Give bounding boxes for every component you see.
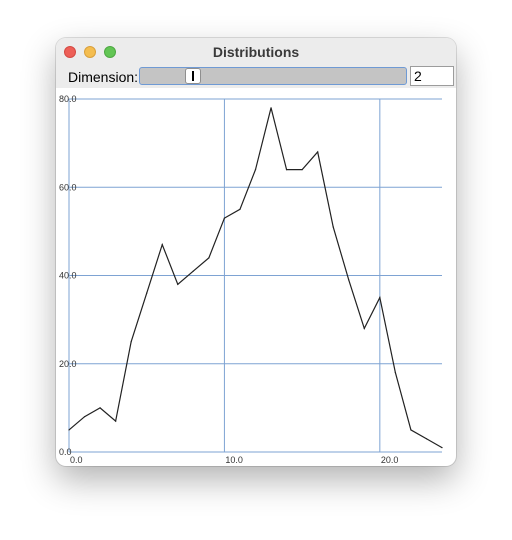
data-point-0-15 [301, 169, 303, 171]
x-tick-label-2: 20.0 [381, 455, 399, 465]
dimension-slider-thumb[interactable] [185, 68, 201, 84]
data-point-0-24 [441, 446, 443, 449]
dimension-label: Dimension: [68, 69, 139, 85]
y-tick-label-4: 80.0 [59, 94, 77, 104]
y-tick-label-2: 40.0 [59, 271, 77, 281]
data-point-0-2 [99, 407, 101, 409]
title-bar[interactable]: Distributions [56, 38, 456, 67]
data-point-0-7 [177, 283, 179, 285]
minimize-window-button[interactable] [84, 46, 96, 58]
zoom-window-button[interactable] [104, 46, 116, 58]
data-point-0-5 [146, 292, 148, 294]
data-point-0-0 [68, 429, 70, 431]
data-point-0-17 [332, 226, 334, 228]
window-title: Distributions [212, 44, 300, 60]
data-point-0-8 [192, 270, 194, 272]
distributions-window: Distributions Dimension: 2 0.0 20.0 40.0 60… [56, 38, 456, 466]
y-tick-label-3: 60.0 [59, 182, 77, 192]
data-point-0-4 [130, 341, 132, 343]
data-point-0-20 [379, 296, 381, 299]
data-point-0-11 [239, 208, 241, 210]
distribution-chart: 0.0 20.0 40.0 60.0 80.0 0.0 10.0 20.0 [59, 94, 443, 465]
dimension-value-field[interactable]: 2 [410, 66, 454, 86]
y-tick-label-1: 20.0 [59, 359, 77, 369]
data-point-0-19 [363, 327, 365, 330]
y-tick-label-0: 0.0 [59, 447, 72, 457]
data-point-0-18 [348, 279, 350, 281]
data-point-0-6 [161, 244, 163, 246]
data-point-0-14 [285, 169, 288, 171]
data-point-0-12 [254, 169, 257, 171]
x-tick-label-0: 0.0 [70, 455, 83, 465]
data-point-0-23 [425, 438, 428, 440]
dimension-slider[interactable] [139, 67, 407, 85]
series-line-0 [68, 107, 443, 449]
close-window-button[interactable] [64, 46, 76, 58]
data-point-0-16 [317, 151, 319, 153]
data-point-0-9 [208, 257, 210, 259]
data-point-0-22 [410, 429, 412, 431]
data-point-0-1 [83, 416, 86, 418]
data-point-0-13 [270, 107, 272, 109]
data-point-0-3 [115, 420, 117, 422]
x-tick-label-1: 10.0 [225, 455, 243, 465]
data-point-0-21 [394, 371, 396, 374]
data-point-0-10 [223, 217, 226, 219]
dimension-control-bar: Dimension: 2 [56, 66, 456, 88]
